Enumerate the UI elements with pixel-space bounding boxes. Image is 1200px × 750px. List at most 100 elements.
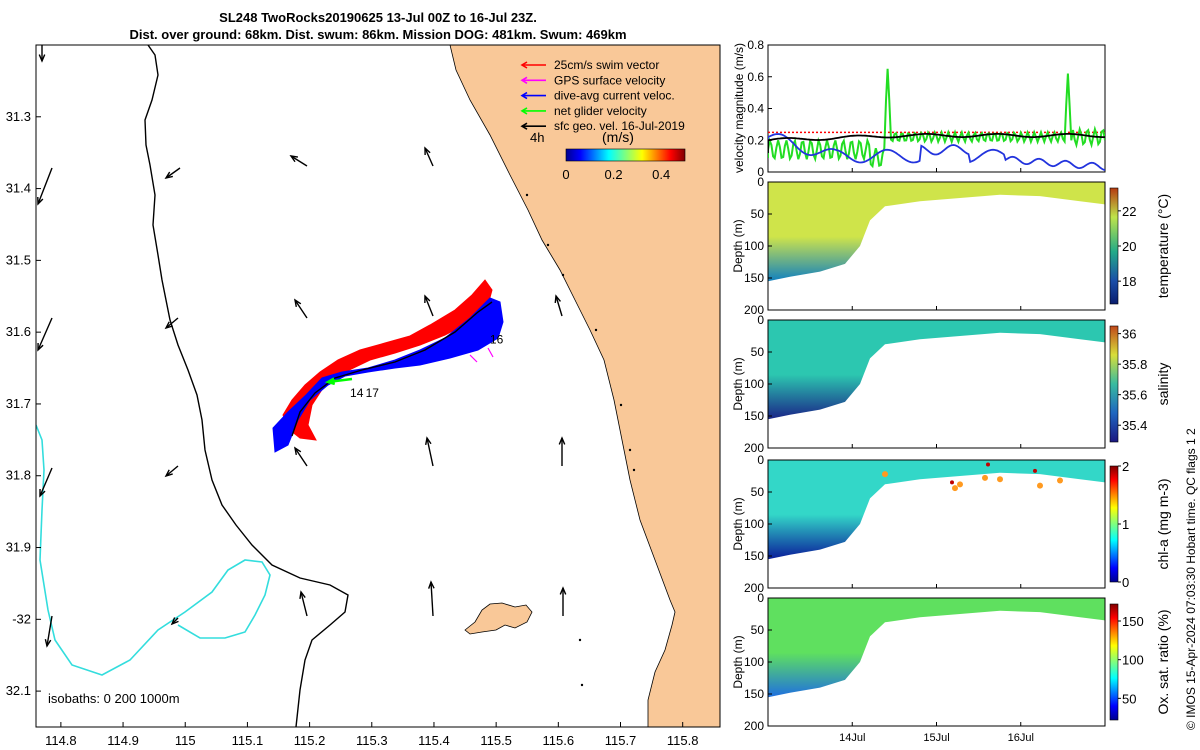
colorbar-label: temperature (°C) [1155, 194, 1171, 298]
colorbar-tick-label: 35.8 [1122, 357, 1147, 372]
colorbar-tick-label: 18 [1122, 274, 1136, 289]
map-x-tick-label: 115.7 [605, 733, 637, 748]
section-ylabel: Depth (m) [731, 635, 745, 688]
depth-tick-label: 0 [757, 313, 764, 327]
chla-peak-point [1033, 468, 1037, 473]
time-tick-label: 15Jul [923, 732, 949, 744]
depth-tick-label: 100 [744, 239, 764, 253]
map-x-tick-label: 115 [175, 733, 196, 748]
geo-velocity-arrow [39, 467, 53, 497]
time-tick-label: 16Jul [1008, 732, 1034, 744]
geo-velocity-arrow-head [164, 469, 173, 478]
geo-velocity-arrow-head [289, 155, 299, 163]
geo-velocity-arrow-head [39, 488, 46, 498]
map-frame [35, 44, 721, 728]
geo-velocity-arrow-head [424, 294, 431, 304]
speed-colorbar-tick-label: 0.2 [605, 167, 623, 182]
legend-swatch-head [520, 91, 528, 100]
velocity-y-tick-label: 0 [757, 165, 764, 179]
section-panel-temperature: 0 50 100 150 200 Depth (m) 18 20 22 temperature (… [731, 175, 1171, 317]
time-axis-ticks: 14Jul 15Jul 16Jul [839, 732, 1034, 744]
depth-tick-label: 150 [744, 409, 764, 423]
geo-velocity-arrow [165, 167, 181, 179]
section-panel-oxygen: 0 50 100 150 200 Depth (m) 50 100 150 Ox. sat. ra… [731, 591, 1171, 733]
section-panel-salinity: 0 50 100 150 200 Depth (m) 35.4 35.6 35.8 36 salin… [731, 313, 1171, 455]
map-y-tick-label: 31.5 [6, 252, 31, 267]
geo-velocity-arrow-head [299, 590, 306, 600]
section-colorbar [1109, 187, 1119, 305]
day-marker-label: 16 [490, 332, 504, 346]
geo-velocity-arrow [37, 167, 53, 205]
depth-tick-label: 200 [744, 303, 764, 317]
map-y-tick-label: 31.9 [6, 540, 31, 555]
rottnest-island [464, 602, 533, 635]
depth-tick-label: 200 [744, 719, 764, 733]
map-x-tick-label: 115.2 [294, 733, 326, 748]
depth-tick-label: 50 [751, 207, 765, 221]
geo-velocity-arrow-head [37, 342, 44, 352]
time-step-label: 4h [530, 130, 544, 145]
depth-tick-label: 150 [744, 687, 764, 701]
geo-velocity-arrow-head [164, 171, 173, 180]
colorbar-tick-label: 35.6 [1122, 388, 1147, 403]
section-data-temperature [768, 182, 1105, 282]
section-panel-chla: 0 50 100 150 200 Depth (m) 0 1 2 chl-a (mg m-3) [731, 453, 1171, 595]
legend-label: dive-avg current veloc. [554, 89, 675, 103]
isobath-label: isobaths: 0 200 1000m [48, 691, 180, 706]
chla-peak-point [986, 462, 990, 467]
dive-avg-current-series [768, 133, 1105, 171]
geo-velocity-arrow [424, 295, 434, 317]
legend-label: net glider velocity [554, 104, 647, 118]
geo-velocity-arrow-head [37, 196, 44, 206]
section-data-chla [768, 460, 1105, 560]
glider-path [291, 301, 493, 437]
depth-tick-label: 0 [757, 591, 764, 605]
chla-high-point [1057, 477, 1063, 484]
map-y-tick-label: 32.1 [6, 683, 31, 698]
section-ylabel: Depth (m) [731, 357, 745, 410]
map-x-tick-label: 115.8 [667, 733, 699, 748]
chla-high-point [882, 471, 888, 478]
section-ylabel: Depth (m) [731, 497, 745, 550]
colorbar-tick-label: 22 [1122, 204, 1136, 219]
section-colorbar [1109, 603, 1119, 721]
velocity-y-tick-label: 0.2 [747, 133, 764, 147]
colorbar-label: salinity [1155, 363, 1171, 406]
geo-velocity-arrow-head [294, 446, 302, 456]
depth-tick-label: 100 [744, 655, 764, 669]
glider-track [272, 279, 504, 453]
chla-peak-point [950, 480, 954, 485]
section-colorbar [1109, 465, 1119, 583]
section-colorbar [1109, 325, 1119, 443]
velocity-y-tick-label: 0.8 [747, 38, 764, 52]
map-y-tick-label: 31.4 [6, 181, 31, 196]
day-marker-label: 14 [350, 386, 364, 400]
figure-title-line-1: SL248 TwoRocks20190625 13-Jul 00Z to 16-… [219, 10, 537, 25]
velocity-ylabel: velocity magnitude (m/s) [732, 43, 746, 173]
depth-tick-label: 50 [751, 345, 765, 359]
geostrophic-velocity-series [768, 133, 1105, 153]
legend-swatch-head [520, 76, 528, 84]
depth-tick-label: 200 [744, 441, 764, 455]
legend-swatch-head [520, 122, 528, 130]
geo-velocity-arrow-head [558, 436, 566, 445]
velocity-y-tick-label: 0.4 [747, 102, 764, 116]
geo-velocity-arrow [290, 155, 308, 167]
day-marker-label: 17 [366, 386, 380, 400]
map-x-tick-label: 115.5 [480, 733, 512, 748]
map-y-tick-label: 31.6 [6, 324, 31, 339]
colorbar-label: chl-a (mg m-3) [1155, 478, 1171, 569]
depth-tick-label: 200 [744, 581, 764, 595]
chla-high-point [952, 485, 958, 492]
depth-tick-label: 150 [744, 549, 764, 563]
map-x-tick-label: 115.4 [418, 733, 450, 748]
net-glider-velocity-head [324, 377, 336, 386]
colorbar-tick-label: 0 [1122, 575, 1129, 590]
chla-high-point [982, 474, 988, 481]
geo-velocity-arrow-head [294, 298, 302, 308]
geo-velocity-arrow-head [44, 639, 52, 648]
map-x-tick-label: 115.1 [232, 733, 264, 748]
